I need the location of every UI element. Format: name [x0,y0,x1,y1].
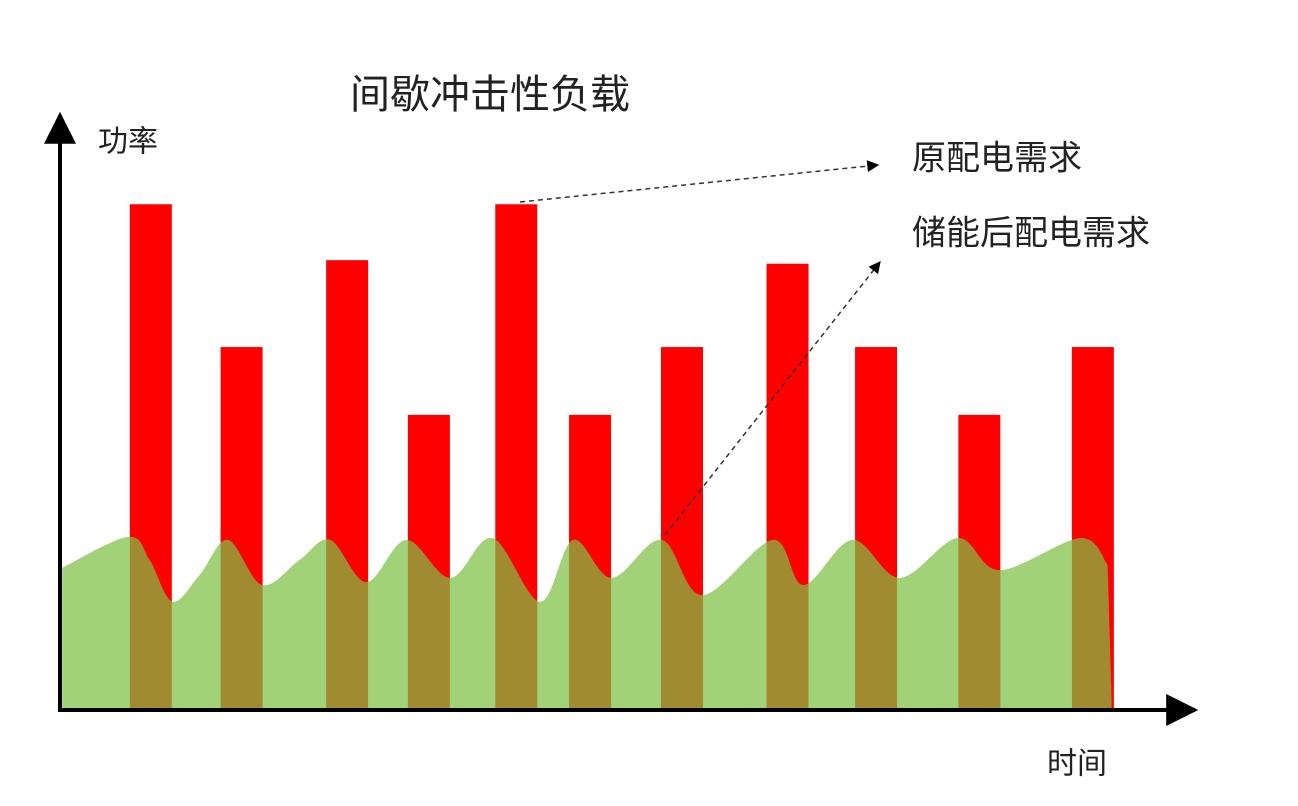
x-axis-label: 时间 [1047,747,1107,782]
chart-title: 间歇冲击性负载 [350,72,630,118]
series-label: 储能后配电需求 [912,214,1150,254]
y-axis-label: 功率 [98,125,158,160]
annotation-arrow [664,261,881,536]
area [62,536,1112,710]
series-label: 原配电需求 [912,139,1082,179]
annotation-arrow [519,160,880,203]
plot-area [62,204,1114,710]
